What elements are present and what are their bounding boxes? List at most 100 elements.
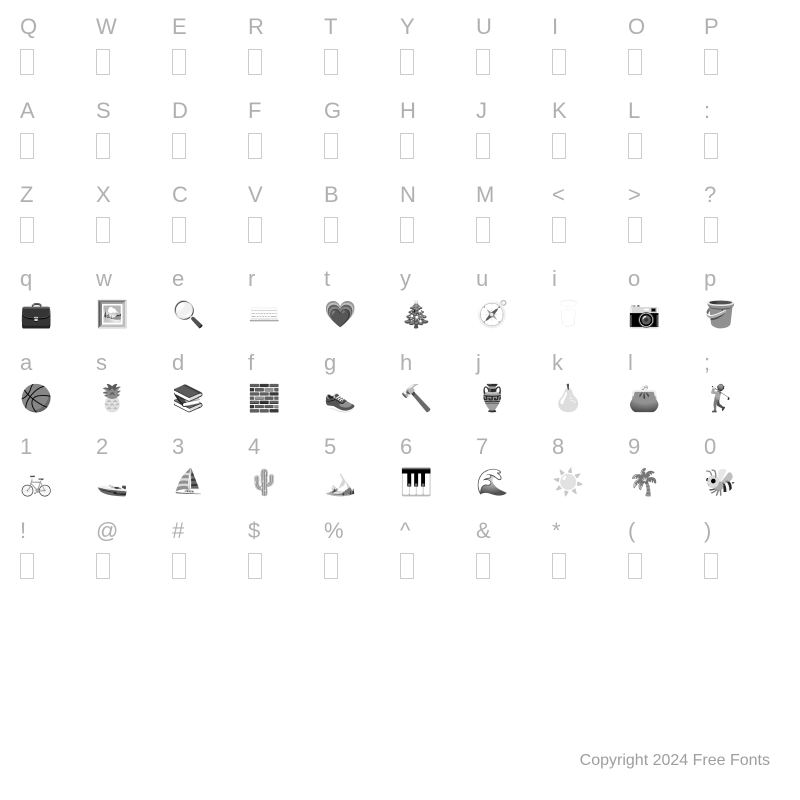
empty-glyph [248, 548, 324, 584]
glyph-cell: 👛 [628, 380, 704, 416]
glyph-cell: 🏺 [476, 380, 552, 416]
compass-icon: 🧭 [476, 301, 508, 327]
label-row: ZXCVBNM<>? [20, 178, 780, 212]
empty-glyph [172, 548, 248, 584]
placeholder-box-icon [20, 217, 34, 243]
placeholder-box-icon [552, 553, 566, 579]
empty-glyph [400, 212, 476, 248]
golfer-icon: 🏌️ [704, 385, 736, 411]
placeholder-box-icon [476, 133, 490, 159]
char-label: % [324, 514, 400, 548]
placeholder-box-icon [628, 133, 642, 159]
placeholder-box-icon [324, 553, 338, 579]
char-label: w [96, 262, 172, 296]
char-label: K [552, 94, 628, 128]
char-label: D [172, 94, 248, 128]
char-label: C [172, 178, 248, 212]
ball-icon: 🏀 [20, 385, 52, 411]
camera-icon: 📷 [628, 301, 660, 327]
char-label: s [96, 346, 172, 380]
empty-glyph [400, 548, 476, 584]
placeholder-box-icon [20, 553, 34, 579]
picture-icon: 🖼️ [96, 301, 128, 327]
placeholder-box-icon [248, 217, 262, 243]
empty-glyph [248, 212, 324, 248]
char-label: @ [96, 514, 172, 548]
placeholder-box-icon [400, 553, 414, 579]
glyph-row [20, 128, 780, 164]
glyph-cell: 🔨 [400, 380, 476, 416]
glyph-cell: 💼 [20, 296, 96, 332]
char-label: < [552, 178, 628, 212]
glyph-cell: 🌵 [248, 464, 324, 500]
shoe-icon: 👟 [324, 385, 356, 411]
char-label: 2 [96, 430, 172, 464]
placeholder-box-icon [476, 553, 490, 579]
char-label: ; [704, 346, 780, 380]
placeholder-box-icon [20, 49, 34, 75]
palm-icon: 🌴 [628, 469, 660, 495]
label-row: qwertyuiop [20, 262, 780, 296]
empty-glyph [552, 548, 628, 584]
char-label: k [552, 346, 628, 380]
empty-glyph [96, 44, 172, 80]
char-label: $ [248, 514, 324, 548]
char-label: E [172, 10, 248, 44]
placeholder-box-icon [476, 49, 490, 75]
empty-glyph [704, 212, 780, 248]
row-pair: ASDFGHJKL: [20, 94, 780, 164]
char-label: i [552, 262, 628, 296]
empty-glyph [628, 212, 704, 248]
glyph-cell: 🚲 [20, 464, 96, 500]
empty-glyph [324, 44, 400, 80]
label-row: !@#$%^&*() [20, 514, 780, 548]
empty-glyph [172, 212, 248, 248]
glyph-cell: 🧱 [248, 380, 324, 416]
glyph-cell: 🧭 [476, 296, 552, 332]
placeholder-box-icon [324, 133, 338, 159]
glyph-cell: 👟 [324, 380, 400, 416]
bucket-icon: 🪣 [704, 301, 736, 327]
glyph-row [20, 44, 780, 80]
empty-glyph [704, 44, 780, 80]
char-label: d [172, 346, 248, 380]
sailboat-icon: ⛵ [172, 469, 204, 495]
glyph-cell: 🍐 [552, 380, 628, 416]
char-label: N [400, 178, 476, 212]
tree-icon: 🎄 [400, 301, 432, 327]
char-label: F [248, 94, 324, 128]
empty-glyph [400, 44, 476, 80]
briefcase-icon: 💼 [20, 301, 52, 327]
empty-glyph [324, 212, 400, 248]
placeholder-box-icon [400, 217, 414, 243]
placeholder-box-icon [248, 49, 262, 75]
char-label: B [324, 178, 400, 212]
glyph-cell: 📚 [172, 380, 248, 416]
row-pair: asdfghjkl;🏀🍍📚🧱👟🔨🏺🍐👛🏌️ [20, 346, 780, 416]
char-label: T [324, 10, 400, 44]
label-row: ASDFGHJKL: [20, 94, 780, 128]
char-label: p [704, 262, 780, 296]
sun-icon: ☀️ [552, 469, 584, 495]
char-label: l [628, 346, 704, 380]
glyph-cell: 🎄 [400, 296, 476, 332]
char-label: o [628, 262, 704, 296]
glyph-cell: 🚤 [96, 464, 172, 500]
empty-glyph [96, 128, 172, 164]
placeholder-box-icon [172, 49, 186, 75]
char-label: 6 [400, 430, 476, 464]
empty-glyph [552, 212, 628, 248]
placeholder-box-icon [96, 217, 110, 243]
char-label: ( [628, 514, 704, 548]
placeholder-box-icon [628, 217, 642, 243]
bee-icon: 🐝 [704, 469, 736, 495]
placeholder-box-icon [704, 553, 718, 579]
glyph-row: 💼🖼️🔍⌨️💗🎄🧭🥛📷🪣 [20, 296, 780, 332]
char-label: e [172, 262, 248, 296]
jug-icon: 🏺 [476, 385, 508, 411]
label-row: asdfghjkl; [20, 346, 780, 380]
label-row: QWERTYUIOP [20, 10, 780, 44]
glyph-cell: 🪣 [704, 296, 780, 332]
placeholder-box-icon [324, 217, 338, 243]
cactus-icon: 🌵 [248, 469, 280, 495]
